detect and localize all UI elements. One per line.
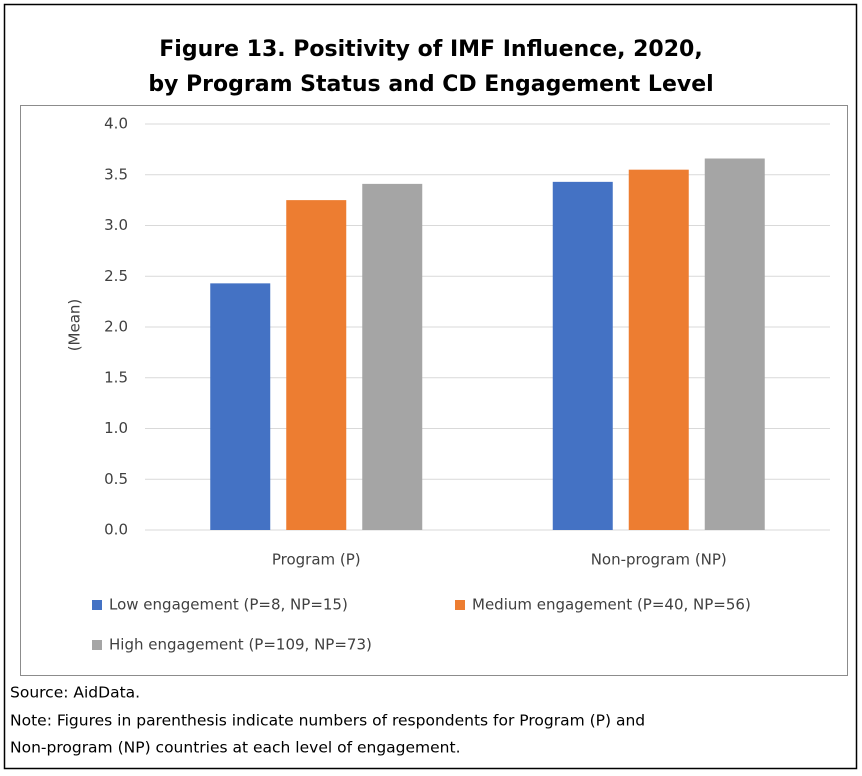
x-tick-label: Program (P) bbox=[272, 551, 361, 569]
legend-label: High engagement (P=109, NP=73) bbox=[109, 636, 372, 654]
bar bbox=[704, 158, 765, 530]
note: Note: Figures in parenthesis indicate nu… bbox=[10, 712, 645, 730]
y-tick-label: 3.5 bbox=[104, 165, 128, 183]
legend-swatch bbox=[92, 640, 102, 650]
chart-frame bbox=[20, 105, 848, 676]
y-tick-label: 3.0 bbox=[104, 216, 128, 234]
bar bbox=[362, 183, 423, 530]
note: Source: AidData. bbox=[10, 684, 140, 702]
bar bbox=[628, 169, 689, 531]
y-axis-title: (Mean) bbox=[66, 299, 84, 352]
chart-title: by Program Status and CD Engagement Leve… bbox=[148, 72, 713, 97]
y-tick-label: 1.5 bbox=[104, 368, 128, 386]
y-tick-label: 1.0 bbox=[104, 419, 128, 437]
outer-frame bbox=[3, 3, 858, 770]
bar bbox=[552, 181, 613, 531]
y-tick-label: 2.0 bbox=[104, 318, 128, 336]
y-tick-label: 2.5 bbox=[104, 267, 128, 285]
y-tick-label: 4.0 bbox=[104, 115, 128, 133]
x-tick-label: Non-program (NP) bbox=[591, 551, 727, 569]
y-tick-label: 0.0 bbox=[104, 521, 128, 539]
legend-label: Low engagement (P=8, NP=15) bbox=[109, 596, 348, 614]
legend-swatch bbox=[455, 600, 465, 610]
y-tick-label: 0.5 bbox=[104, 470, 128, 488]
legend-label: Medium engagement (P=40, NP=56) bbox=[472, 596, 751, 614]
bar bbox=[286, 200, 347, 530]
note: Non-program (NP) countries at each level… bbox=[10, 739, 461, 757]
bar bbox=[210, 283, 271, 530]
chart-title: Figure 13. Positivity of IMF Influence, … bbox=[159, 37, 702, 62]
legend-swatch bbox=[92, 600, 102, 610]
